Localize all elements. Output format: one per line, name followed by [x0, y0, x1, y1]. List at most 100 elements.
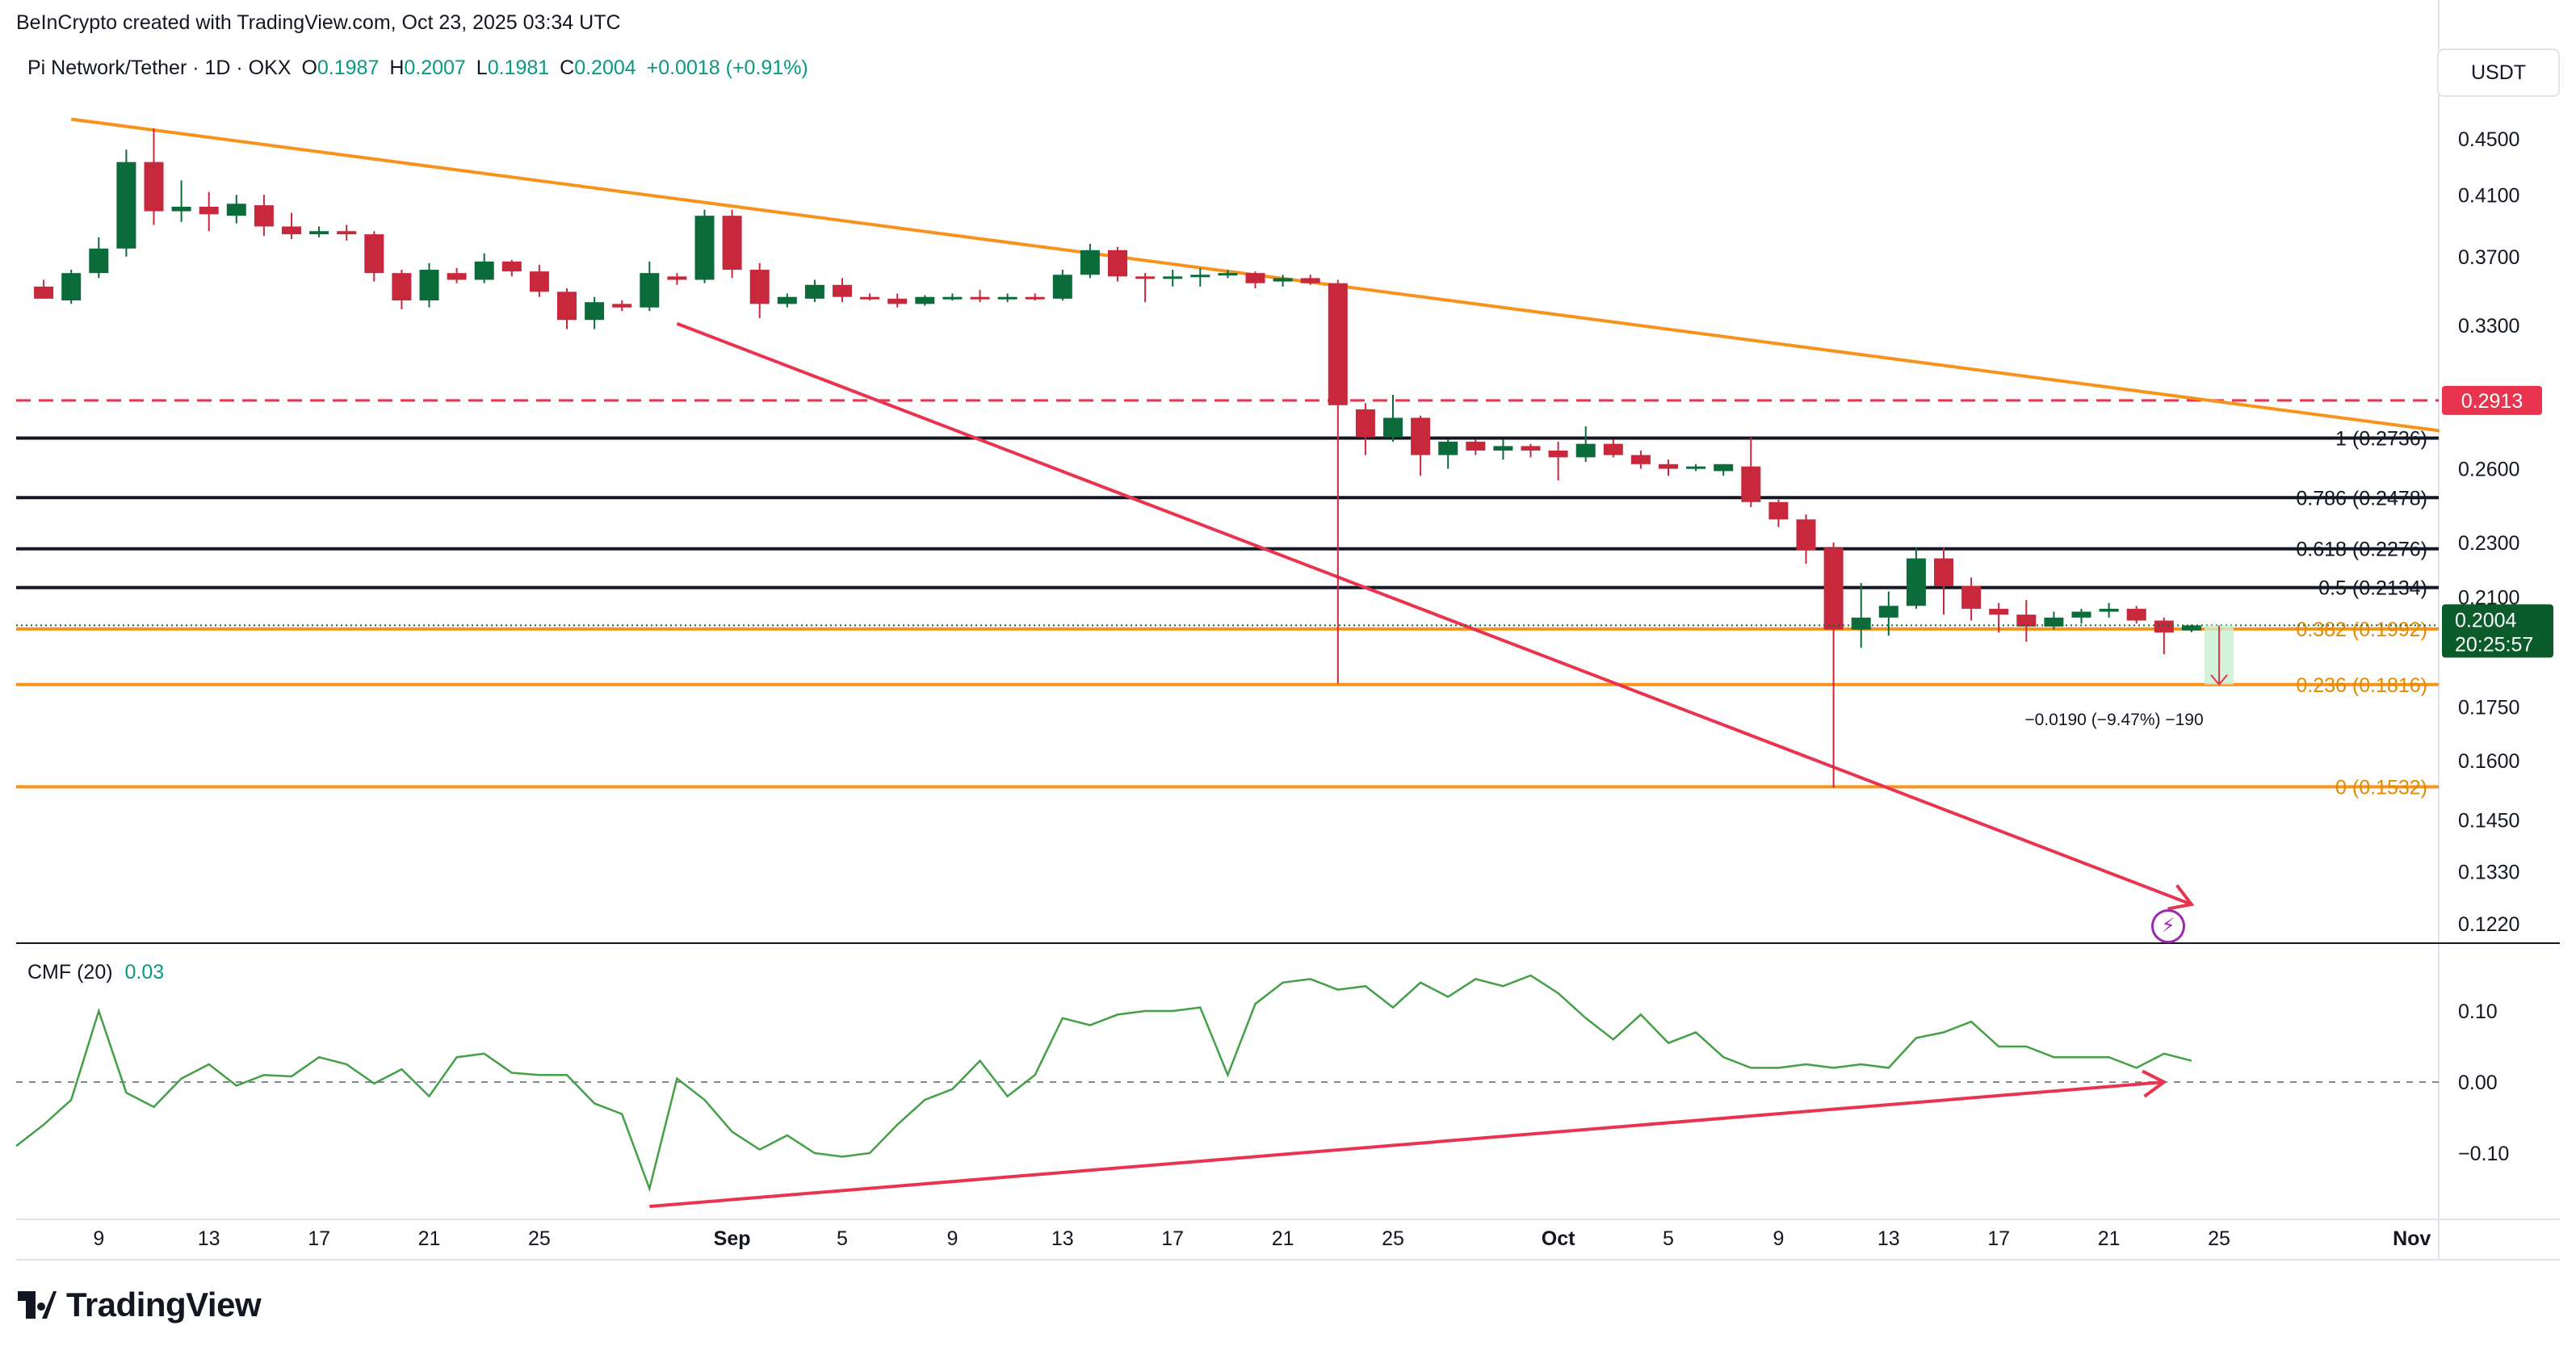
- candle-body: [1135, 276, 1156, 279]
- candle-body: [392, 273, 412, 301]
- fib-level-label: 0.786 (0.2478): [2296, 487, 2427, 510]
- candle-body: [1493, 446, 1513, 451]
- candle-body: [640, 273, 660, 308]
- candle-body: [694, 216, 715, 280]
- tradingview-logo-icon: [18, 1291, 57, 1319]
- time-axis-tick-label: 17: [1987, 1227, 2010, 1250]
- countdown-label: 20:25:57: [2455, 633, 2533, 656]
- candle-body: [1548, 450, 1568, 458]
- tradingview-logo[interactable]: TradingView: [18, 1286, 262, 1324]
- lightning-icon[interactable]: ⚡: [2151, 909, 2185, 943]
- candle-body: [254, 205, 274, 227]
- candle-body: [309, 231, 329, 235]
- time-axis-tick-label: Sep: [714, 1227, 751, 1250]
- currency-button[interactable]: USDT: [2437, 48, 2560, 97]
- cmf-axis-tick-label: −0.10: [2458, 1143, 2509, 1165]
- candle-body: [61, 273, 82, 301]
- open-label: O: [301, 57, 317, 79]
- resistance-price-label: 0.2913: [2461, 390, 2523, 413]
- bearish-arrow-head: [2167, 883, 2195, 911]
- candle-body: [116, 162, 136, 249]
- fib-level-label: 0.382 (0.1992): [2296, 619, 2427, 641]
- candle-body: [337, 231, 357, 235]
- high-label: H: [389, 57, 405, 79]
- candle-body: [1961, 585, 1982, 609]
- candle-body: [1603, 443, 1623, 455]
- candle-body: [501, 261, 522, 272]
- candle-body: [1052, 275, 1072, 299]
- candle-body: [1355, 409, 1375, 438]
- fib-level-label: 0.236 (0.1816): [2296, 674, 2427, 697]
- candle-body: [2071, 611, 2091, 618]
- candle-body: [749, 270, 770, 304]
- candle-body: [34, 286, 54, 299]
- candle-body: [89, 248, 109, 274]
- open-value: 0.1987: [317, 57, 380, 79]
- candle-body: [970, 296, 990, 300]
- candle-body: [860, 296, 880, 300]
- time-axis-tick-label: 5: [1663, 1227, 1674, 1250]
- candle-body: [1025, 296, 1045, 300]
- candle-body: [1411, 417, 1431, 455]
- candle-body: [1906, 558, 1926, 606]
- logo-text: TradingView: [66, 1286, 262, 1324]
- candle-body: [2126, 608, 2146, 621]
- time-axis-tick-label: Nov: [2393, 1227, 2431, 1250]
- last-price-tag: [2442, 604, 2553, 658]
- candle-body: [722, 216, 742, 271]
- time-axis-tick-label: 13: [1051, 1227, 1074, 1250]
- measure-arrow-head: [2210, 674, 2228, 686]
- price-axis-tick-label: 0.1600: [2458, 750, 2519, 773]
- candle-body: [529, 271, 549, 292]
- time-axis-tick-label: Oct: [1542, 1227, 1575, 1250]
- price-axis-tick-label: 0.1750: [2458, 696, 2519, 719]
- cmf-name: CMF (20): [27, 961, 113, 984]
- divergence-arrow-shaft: [649, 1080, 2164, 1208]
- time-axis-tick-label: 9: [93, 1227, 104, 1250]
- candle-body: [282, 226, 301, 235]
- time-axis-tick-label: 21: [2098, 1227, 2121, 1250]
- fib-level-label: 0.618 (0.2276): [2296, 539, 2427, 561]
- candle-body: [1218, 273, 1238, 276]
- price-axis-tick-label: 0.3300: [2458, 315, 2519, 338]
- candle-body: [447, 273, 467, 280]
- candle-body: [887, 298, 908, 304]
- resistance-price-tag: [2442, 385, 2542, 415]
- low-value: 0.1981: [487, 57, 550, 79]
- candle-body: [1080, 250, 1100, 275]
- candle-body: [2154, 620, 2174, 633]
- candle-body: [1108, 250, 1127, 277]
- time-axis-tick-label: 21: [1272, 1227, 1294, 1250]
- time-axis-tick-label: 13: [1877, 1227, 1900, 1250]
- symbol-name: Pi Network/Tether · 1D · OKX: [27, 57, 292, 79]
- candle-body: [1823, 547, 1844, 630]
- time-axis-tick-label: 9: [1773, 1227, 1784, 1250]
- high-value: 0.2007: [404, 57, 466, 79]
- candle-body: [1714, 464, 1734, 472]
- symbol-legend: Pi Network/Tether · 1D · OKX O0.1987 H0.…: [27, 57, 808, 80]
- candle-body: [585, 302, 605, 321]
- time-axis-tick-label: 25: [1382, 1227, 1404, 1250]
- candle-body: [915, 296, 935, 304]
- candle-body: [144, 162, 164, 212]
- candle-body: [1328, 283, 1348, 405]
- close-label: C: [560, 57, 575, 79]
- cmf-legend: CMF (20) 0.03: [27, 961, 164, 984]
- fib-level-label: 0.5 (0.2134): [2318, 577, 2427, 600]
- price-axis-tick-label: 0.4500: [2458, 128, 2519, 151]
- candle-body: [2016, 615, 2037, 627]
- candle-body: [1163, 276, 1183, 279]
- cmf-value: 0.03: [124, 961, 165, 984]
- fib-level-label: 0 (0.1532): [2335, 776, 2427, 799]
- candle-body: [2181, 625, 2201, 631]
- candle-body: [2099, 608, 2119, 612]
- time-axis-tick-label: 13: [198, 1227, 220, 1250]
- low-label: L: [476, 57, 488, 79]
- price-axis-tick-label: 0.1220: [2458, 913, 2519, 936]
- candle-body: [1878, 606, 1898, 618]
- price-axis-tick-label: 0.4100: [2458, 184, 2519, 207]
- change-value: +0.0018 (+0.91%): [646, 57, 808, 79]
- candle-body: [1466, 441, 1486, 451]
- candle-body: [474, 261, 494, 280]
